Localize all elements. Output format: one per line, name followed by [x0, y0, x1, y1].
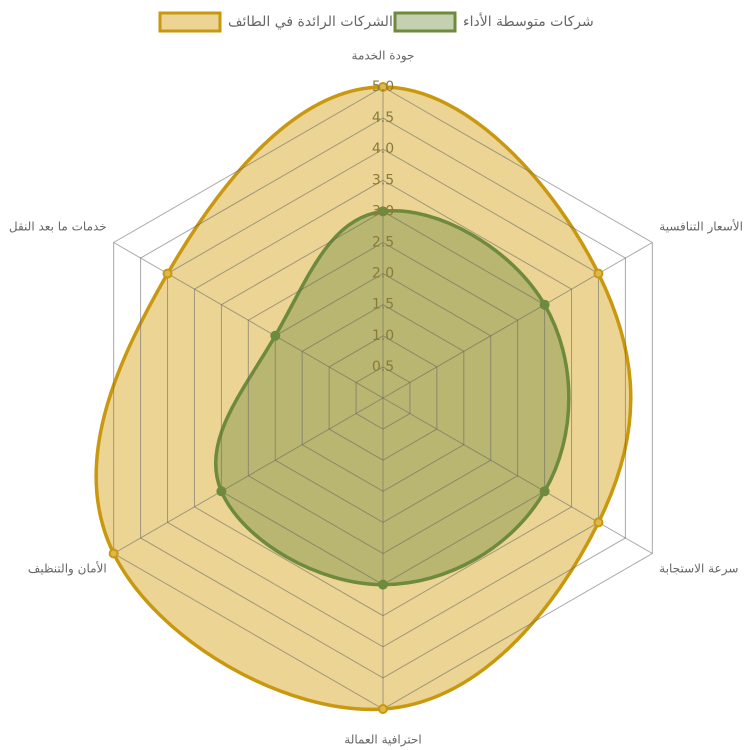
legend-label: شركات متوسطة الأداء [463, 12, 594, 30]
r-tick-label: 2.5 [372, 235, 394, 251]
data-point [378, 704, 388, 714]
category-label: الأمان والتنظيف [28, 561, 107, 577]
r-tick-label: 5.0 [372, 79, 394, 95]
legend-label: الشركات الرائدة في الطائف [228, 14, 393, 30]
data-point [216, 486, 227, 497]
data-point [593, 517, 604, 528]
spoke [382, 242, 653, 399]
r-tick-label: 4.0 [372, 141, 394, 157]
data-point [539, 486, 550, 497]
r-tick-label: 2.0 [372, 266, 394, 282]
data-point [539, 299, 550, 310]
spoke [113, 397, 384, 554]
data-point [270, 330, 281, 341]
r-tick-label: 0.5 [372, 359, 394, 375]
r-tick-label: 1.5 [372, 297, 394, 313]
r-tick-label: 3.5 [372, 172, 394, 188]
data-point [108, 548, 119, 559]
legend-swatch [393, 11, 457, 33]
r-tick-label: 1.0 [372, 328, 394, 344]
r-tick-label: 4.5 [372, 110, 394, 126]
spoke [382, 397, 653, 554]
data-point [378, 206, 388, 217]
r-tick-label: 3.0 [372, 203, 394, 219]
category-label: سرعة الاستجابة [659, 562, 738, 577]
legend-swatch [158, 11, 222, 33]
category-label: خدمات ما بعد النقل [9, 219, 107, 233]
data-point [378, 82, 388, 92]
data-point [593, 268, 604, 279]
category-label: جودة الخدمة [352, 48, 415, 63]
data-point [378, 579, 388, 590]
category-label: الأسعار التنافسية [659, 218, 743, 234]
data-point [162, 268, 173, 279]
category-label: احترافية العمالة [344, 733, 421, 748]
spoke [113, 242, 384, 399]
